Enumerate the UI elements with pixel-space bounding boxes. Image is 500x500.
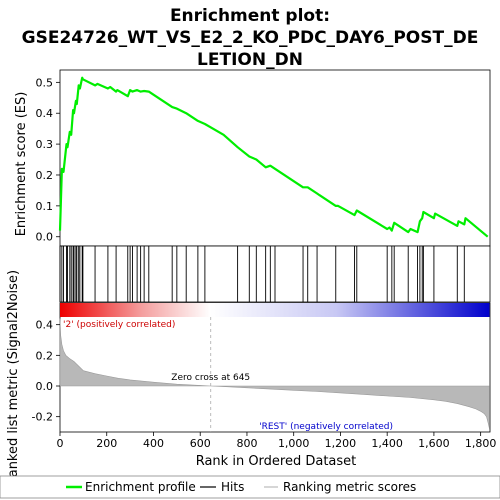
es-ytick-label-3: 0.3: [36, 138, 54, 151]
es-ytick-label-0: 0.0: [36, 231, 54, 244]
ranked-metric-panel: 0.4 0.2 0.0 -0.2 0 200 400 600 800 1,000 1,200 1,40…: [32, 302, 497, 450]
xtick-label-5: 1,000: [278, 437, 310, 450]
correlation-color-strip: [60, 303, 490, 317]
xtick-label-6: 1,200: [325, 437, 357, 450]
metric-frame: [59, 302, 491, 433]
legend: Enrichment profile Hits Ranking metric s…: [0, 475, 500, 499]
metric-ytick-label-3: -0.2: [32, 411, 53, 424]
title-line-2: GSE24726_WT_VS_E2_2_KO_PDC_DAY6_POST_DE: [22, 28, 479, 48]
hits-panel: [59, 245, 491, 303]
es-frame: [59, 69, 491, 247]
xtick-label-3: 600: [190, 437, 211, 450]
enrichment-score-panel: 0.0 0.1 0.2 0.3 0.4 0.5: [36, 69, 491, 247]
es-ytick-label-1: 0.1: [36, 200, 54, 213]
metric-ytick-label-0: 0.4: [36, 319, 54, 332]
title-line-3: LETION_DN: [197, 50, 303, 70]
es-ytick-label-2: 0.2: [36, 169, 54, 182]
negative-correlation-label: 'REST' (negatively correlated): [259, 422, 393, 432]
xtick-label-4: 800: [236, 437, 257, 450]
es-ytick-label-5: 0.5: [36, 76, 54, 89]
legend-box: [0, 475, 500, 499]
legend-enrichment-label: Enrichment profile: [85, 480, 196, 494]
xlabel: Rank in Ordered Dataset: [196, 454, 357, 469]
legend-metric-label: Ranking metric scores: [283, 480, 416, 494]
xtick-label-7: 1,400: [371, 437, 403, 450]
es-ytick-label-4: 0.4: [36, 107, 54, 120]
metric-ytick-label-1: 0.2: [36, 349, 54, 362]
xtick-label-2: 400: [143, 437, 164, 450]
legend-hits-label: Hits: [221, 480, 244, 494]
xtick-label-0: 0: [57, 437, 64, 450]
xtick-label-1: 200: [96, 437, 117, 450]
metric-ytick-label-2: 0.0: [36, 380, 54, 393]
ranking-metric-area: [59, 318, 490, 429]
enrichment-profile-line: [58, 76, 489, 238]
es-ylabel: Enrichment score (ES): [14, 92, 29, 237]
xtick-label-9: 1,800: [465, 437, 497, 450]
positive-correlation-label: '2' (positively correlated): [63, 320, 175, 330]
title-line-1: Enrichment plot:: [170, 6, 330, 26]
metric-ylabel: Ranked list metric (Signal2Noise): [6, 270, 21, 486]
zero-cross-label: Zero cross at 645: [171, 373, 250, 383]
xtick-label-8: 1,600: [418, 437, 450, 450]
